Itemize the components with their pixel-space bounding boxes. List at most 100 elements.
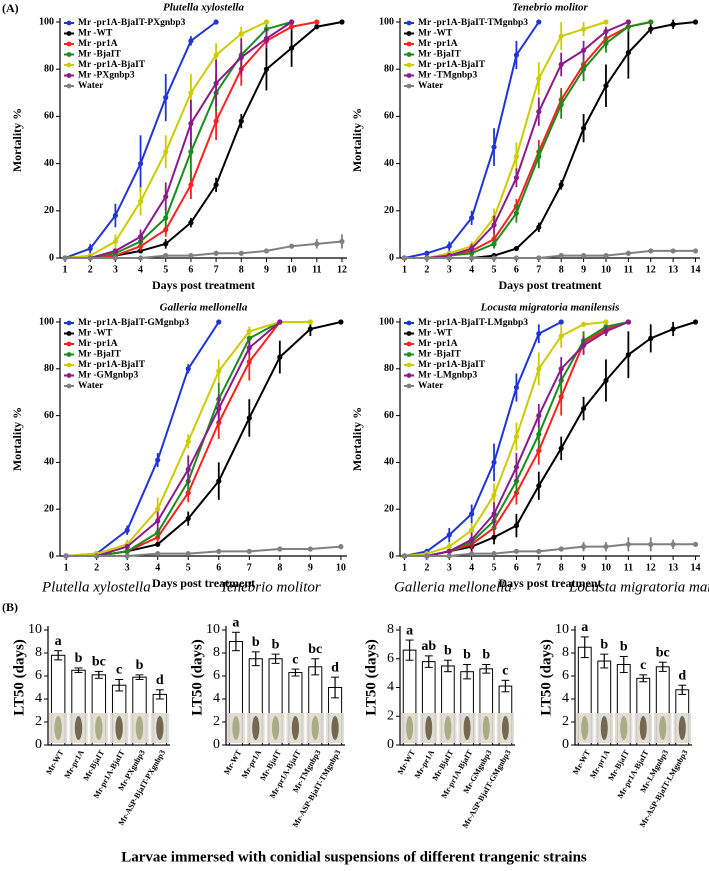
legend-marker — [66, 341, 72, 347]
point — [580, 342, 587, 348]
x-tick-label: Mr-WT — [222, 748, 244, 776]
larva — [135, 716, 144, 740]
larva — [74, 716, 83, 740]
legend-label: Mr -WT — [78, 29, 113, 39]
chart-title: Plutella xylostella — [41, 579, 151, 595]
series-line — [65, 240, 343, 259]
point — [580, 405, 587, 412]
point — [469, 245, 475, 252]
y-tick-label: 60 — [44, 111, 54, 122]
point — [603, 83, 609, 89]
point — [124, 527, 130, 533]
point — [238, 31, 244, 37]
point — [185, 551, 191, 557]
legend-label: Water — [418, 381, 444, 391]
x-tick-label: 8 — [239, 264, 244, 275]
series-line — [65, 21, 293, 259]
point — [188, 253, 194, 259]
y-tick-label: 20 — [44, 503, 54, 514]
point — [87, 255, 93, 261]
point — [155, 530, 161, 536]
point — [536, 448, 542, 454]
point — [536, 413, 542, 419]
y-axis-label: LT50 (days) — [363, 639, 379, 716]
x-tick-label: 7 — [214, 264, 219, 275]
x-tick-label: 5 — [163, 264, 168, 275]
point — [491, 511, 497, 517]
point — [289, 24, 295, 30]
y-tick-label: 80 — [44, 63, 54, 74]
y-tick-label: 4 — [35, 691, 42, 706]
point — [513, 245, 520, 252]
legend-marker — [406, 373, 412, 378]
larva — [482, 716, 490, 740]
y-tick-label: 0 — [389, 252, 394, 263]
point — [491, 222, 497, 228]
y-tick-label: 0 — [49, 252, 54, 263]
point — [513, 384, 520, 391]
point — [213, 80, 219, 86]
series-line — [66, 321, 281, 557]
legend-label: Mr -BjaIT — [78, 50, 121, 60]
point — [246, 548, 252, 554]
significance-letter: b — [444, 643, 452, 658]
legend-label: Mr -pr1A-BjaIT — [418, 60, 486, 70]
x-tick-label: 14 — [691, 264, 701, 275]
larva — [406, 716, 414, 740]
point — [491, 534, 497, 540]
point — [185, 515, 191, 522]
x-tick-label: 3 — [125, 562, 130, 573]
legend-marker — [66, 383, 72, 389]
point — [339, 238, 345, 245]
point — [513, 548, 520, 554]
point — [603, 377, 609, 384]
x-tick-label: 2 — [94, 562, 99, 573]
y-tick-label: 10 — [28, 622, 42, 637]
point — [238, 118, 244, 124]
point — [155, 518, 161, 524]
point — [338, 544, 344, 550]
x-tick-label: 5 — [186, 562, 191, 573]
x-tick-label: 5 — [492, 562, 497, 573]
point — [263, 66, 270, 72]
point — [625, 352, 631, 358]
legend-label: Mr -pr1A-BjaIT — [78, 60, 146, 70]
point — [558, 445, 564, 451]
x-tick-label: 4 — [155, 562, 160, 573]
y-tick-label: 20 — [44, 205, 54, 216]
larva — [252, 716, 260, 740]
legend-marker — [406, 83, 412, 89]
point — [558, 546, 564, 552]
point — [289, 45, 295, 51]
point — [670, 326, 676, 332]
point — [536, 431, 542, 437]
y-tick-label: 40 — [384, 158, 394, 169]
y-axis-label: LT50 (days) — [189, 639, 205, 716]
point — [648, 19, 654, 25]
larva — [272, 716, 280, 740]
significance-letter: a — [55, 634, 62, 649]
legend-label: Mr -BjaIT — [78, 350, 121, 360]
point — [163, 241, 169, 247]
point — [213, 118, 219, 124]
legend-label: Mr -WT — [418, 29, 453, 39]
point — [513, 52, 520, 58]
y-axis-label: Mortality % — [10, 108, 24, 172]
point — [338, 319, 344, 325]
point — [213, 182, 219, 188]
legend-marker — [406, 62, 412, 68]
y-tick-label: 10 — [555, 622, 569, 637]
legend-marker — [66, 62, 72, 68]
y-axis-label: Mortality % — [350, 407, 364, 471]
y-tick-label: 2 — [213, 714, 220, 729]
significance-letter: d — [331, 660, 339, 675]
chart-title: Tenebrio molitor — [220, 579, 321, 595]
y-tick-label: 80 — [44, 363, 54, 374]
x-axis-label: Days post treatment — [498, 576, 601, 590]
larva — [95, 716, 103, 740]
point — [277, 354, 283, 360]
legend-marker — [66, 31, 72, 36]
point — [424, 250, 430, 256]
legend-label: Mr -pr1A-BjaIT-PXgnbp3 — [78, 18, 186, 28]
larva — [311, 716, 319, 740]
